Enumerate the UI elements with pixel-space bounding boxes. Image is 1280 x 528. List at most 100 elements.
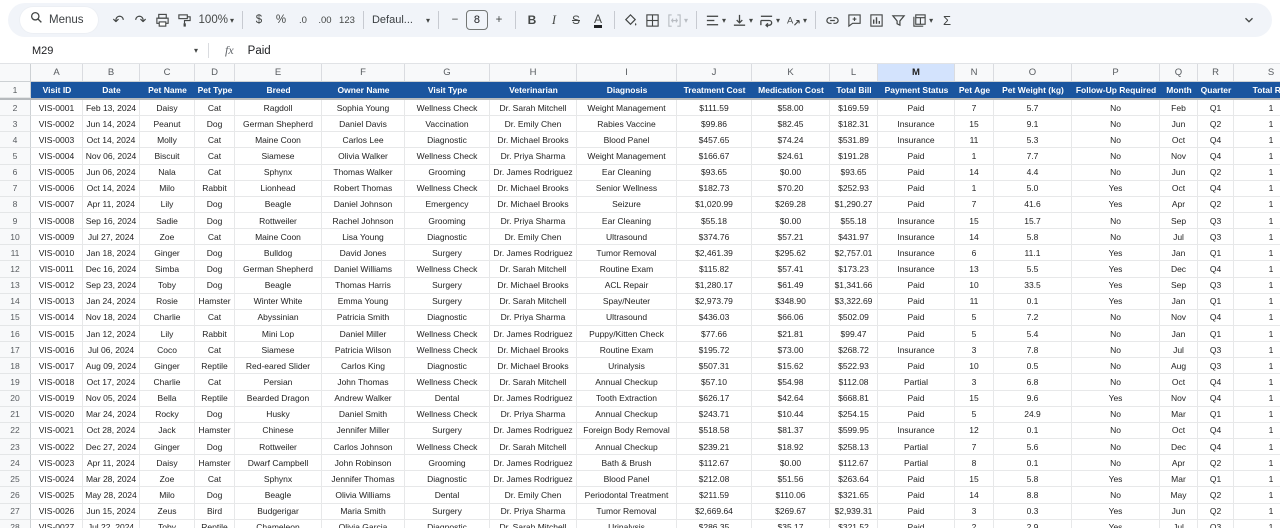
- cell-S20[interactable]: 1: [1234, 390, 1280, 407]
- cell-H19[interactable]: Dr. Sarah Mitchell: [490, 374, 577, 391]
- cell-J14[interactable]: $2,973.79: [677, 293, 752, 310]
- table-column-label[interactable]: Payment Status: [878, 82, 955, 98]
- cell-Q15[interactable]: Nov: [1160, 309, 1198, 326]
- currency-format-button[interactable]: $: [255, 14, 263, 26]
- cell-S3[interactable]: 1: [1234, 116, 1280, 133]
- cell-C24[interactable]: Daisy: [140, 455, 195, 472]
- cell-J23[interactable]: $239.21: [677, 438, 752, 456]
- cell-N10[interactable]: 14: [955, 229, 994, 246]
- table-column-label[interactable]: Owner Name: [322, 82, 405, 98]
- functions-button[interactable]: Σ: [943, 12, 952, 28]
- cell-N13[interactable]: 10: [955, 277, 994, 294]
- cell-H6[interactable]: Dr. James Rodriguez: [490, 164, 577, 181]
- row-header-25[interactable]: 25: [0, 471, 31, 488]
- cell-F18[interactable]: Carlos King: [322, 358, 405, 375]
- column-header-Q[interactable]: Q: [1160, 64, 1198, 81]
- cell-R9[interactable]: Q3: [1198, 212, 1234, 230]
- cell-F5[interactable]: Olivia Walker: [322, 148, 405, 165]
- cell-M21[interactable]: Paid: [878, 406, 955, 423]
- cell-P16[interactable]: No: [1072, 325, 1160, 343]
- cell-H28[interactable]: Dr. Sarah Mitchell: [490, 519, 577, 528]
- cell-R23[interactable]: Q4: [1198, 438, 1234, 456]
- cell-P17[interactable]: No: [1072, 342, 1160, 359]
- cell-G28[interactable]: Diagnostic: [405, 519, 490, 528]
- print-button[interactable]: [152, 8, 174, 32]
- cell-L8[interactable]: $1,290.27: [830, 196, 878, 213]
- cell-K23[interactable]: $18.92: [752, 438, 830, 456]
- cell-A9[interactable]: VIS-0008: [31, 212, 83, 230]
- cell-R15[interactable]: Q4: [1198, 309, 1234, 326]
- cell-N17[interactable]: 3: [955, 342, 994, 359]
- cell-M26[interactable]: Paid: [878, 487, 955, 504]
- cell-I14[interactable]: Spay/Neuter: [577, 293, 677, 310]
- cell-L14[interactable]: $3,322.69: [830, 293, 878, 310]
- cell-N22[interactable]: 12: [955, 422, 994, 439]
- cell-H3[interactable]: Dr. Emily Chen: [490, 116, 577, 133]
- cell-D23[interactable]: Dog: [195, 438, 235, 456]
- cell-R19[interactable]: Q4: [1198, 374, 1234, 391]
- cell-K17[interactable]: $73.00: [752, 342, 830, 359]
- cell-I9[interactable]: Ear Cleaning: [577, 212, 677, 230]
- cell-E17[interactable]: Siamese: [235, 342, 322, 359]
- cell-I17[interactable]: Routine Exam: [577, 342, 677, 359]
- cell-C18[interactable]: Ginger: [140, 358, 195, 375]
- cell-K3[interactable]: $82.45: [752, 116, 830, 133]
- cell-K25[interactable]: $51.56: [752, 471, 830, 488]
- column-header-G[interactable]: G: [405, 64, 490, 81]
- cell-Q21[interactable]: Mar: [1160, 406, 1198, 423]
- cell-K6[interactable]: $0.00: [752, 164, 830, 181]
- cell-K19[interactable]: $54.98: [752, 374, 830, 391]
- cell-A11[interactable]: VIS-0010: [31, 245, 83, 262]
- cell-E25[interactable]: Sphynx: [235, 471, 322, 488]
- menus-button[interactable]: Menus: [20, 7, 98, 33]
- cell-N9[interactable]: 15: [955, 212, 994, 230]
- cell-F10[interactable]: Lisa Young: [322, 229, 405, 246]
- cell-O28[interactable]: 2.9: [994, 519, 1072, 528]
- cell-R20[interactable]: Q4: [1198, 390, 1234, 407]
- cell-S22[interactable]: 1: [1234, 422, 1280, 439]
- cell-R7[interactable]: Q4: [1198, 180, 1234, 197]
- cell-H15[interactable]: Dr. Priya Sharma: [490, 309, 577, 326]
- table-column-label[interactable]: Pet Name: [140, 82, 195, 98]
- cell-S17[interactable]: 1: [1234, 342, 1280, 359]
- cell-J16[interactable]: $77.66: [677, 325, 752, 343]
- cell-H27[interactable]: Dr. Priya Sharma: [490, 503, 577, 520]
- row-header-19[interactable]: 19: [0, 374, 31, 391]
- cell-H26[interactable]: Dr. Emily Chen: [490, 487, 577, 504]
- cell-K11[interactable]: $295.62: [752, 245, 830, 262]
- cell-G7[interactable]: Wellness Check: [405, 180, 490, 197]
- cell-E9[interactable]: Rottweiler: [235, 212, 322, 230]
- cell-R8[interactable]: Q2: [1198, 196, 1234, 213]
- table-column-label[interactable]: Treatment Cost: [677, 82, 752, 98]
- cell-P2[interactable]: No: [1072, 100, 1160, 117]
- cell-R2[interactable]: Q1: [1198, 100, 1234, 117]
- cell-B18[interactable]: Aug 09, 2024: [83, 358, 140, 375]
- increase-decimals-button[interactable]: .00: [318, 14, 332, 26]
- cell-N11[interactable]: 6: [955, 245, 994, 262]
- cell-R12[interactable]: Q4: [1198, 261, 1234, 278]
- cell-O15[interactable]: 7.2: [994, 309, 1072, 326]
- table-column-label[interactable]: Veterinarian: [490, 82, 577, 98]
- cell-A23[interactable]: VIS-0022: [31, 438, 83, 456]
- cell-M17[interactable]: Insurance: [878, 342, 955, 359]
- cell-F25[interactable]: Jennifer Thomas: [322, 471, 405, 488]
- cell-F23[interactable]: Carlos Johnson: [322, 438, 405, 456]
- column-header-K[interactable]: K: [752, 64, 830, 81]
- table-column-label[interactable]: Medication Cost: [752, 82, 830, 98]
- cell-N26[interactable]: 14: [955, 487, 994, 504]
- cell-L16[interactable]: $99.47: [830, 325, 878, 343]
- cell-N12[interactable]: 13: [955, 261, 994, 278]
- cell-G20[interactable]: Dental: [405, 390, 490, 407]
- cell-F14[interactable]: Emma Young: [322, 293, 405, 310]
- font-select[interactable]: Defaul... ▾: [369, 8, 433, 32]
- cell-K20[interactable]: $42.64: [752, 390, 830, 407]
- cell-L20[interactable]: $668.81: [830, 390, 878, 407]
- cell-L6[interactable]: $93.65: [830, 164, 878, 181]
- cell-J25[interactable]: $212.08: [677, 471, 752, 488]
- table-column-label[interactable]: Diagnosis: [577, 82, 677, 98]
- row-header-24[interactable]: 24: [0, 455, 31, 472]
- cell-B16[interactable]: Jan 12, 2024: [83, 325, 140, 343]
- cell-R24[interactable]: Q2: [1198, 455, 1234, 472]
- cell-L7[interactable]: $252.93: [830, 180, 878, 197]
- cell-Q13[interactable]: Sep: [1160, 277, 1198, 294]
